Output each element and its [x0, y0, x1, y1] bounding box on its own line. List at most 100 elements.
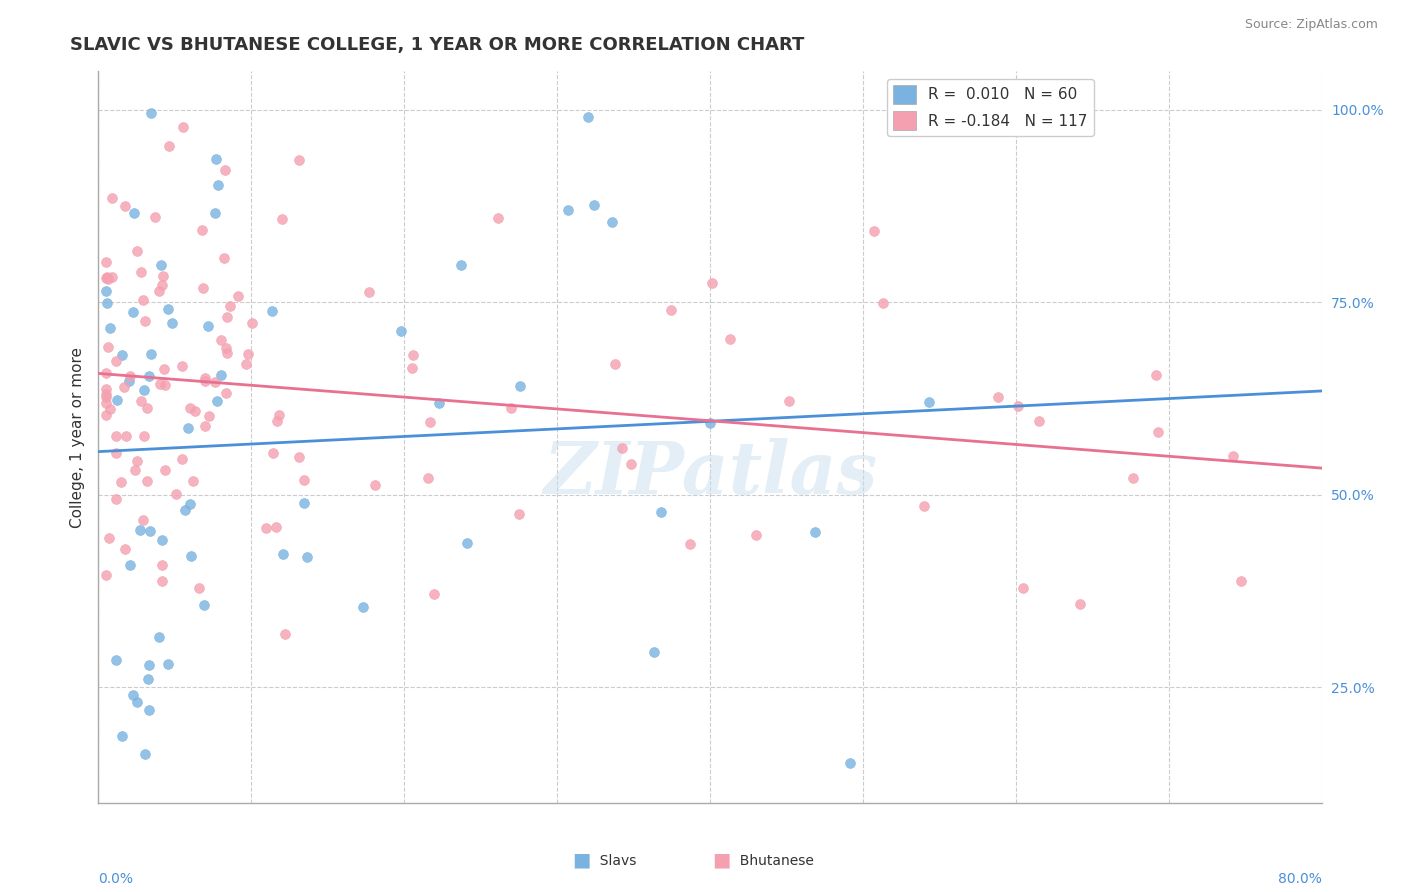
- Point: [148, 285, 170, 299]
- Point: [262, 304, 284, 318]
- Point: [364, 478, 387, 492]
- Text: ■: ■: [713, 850, 731, 869]
- Point: [150, 574, 173, 588]
- Point: [226, 289, 249, 303]
- Point: [143, 210, 166, 224]
- Point: [509, 378, 531, 392]
- Point: [94, 409, 117, 423]
- Point: [177, 421, 200, 435]
- Point: [139, 524, 162, 539]
- Point: [115, 429, 138, 443]
- Point: [217, 346, 239, 360]
- Point: [456, 535, 478, 549]
- Point: [205, 152, 228, 166]
- Point: [114, 542, 136, 557]
- Point: [118, 368, 141, 383]
- Point: [149, 258, 172, 272]
- Point: [240, 316, 263, 330]
- Point: [172, 359, 194, 373]
- Point: [838, 756, 860, 770]
- Point: [152, 362, 174, 376]
- Point: [136, 401, 159, 416]
- Point: [402, 348, 425, 362]
- Point: [416, 471, 439, 485]
- Point: [94, 567, 117, 582]
- Point: [207, 178, 229, 192]
- Point: [205, 394, 228, 409]
- Point: [136, 672, 159, 686]
- Point: [110, 475, 132, 490]
- Point: [125, 454, 148, 468]
- Point: [184, 404, 207, 418]
- Point: [153, 463, 176, 477]
- Point: [97, 340, 120, 354]
- Point: [105, 653, 128, 667]
- Point: [104, 446, 127, 460]
- Point: [718, 332, 741, 346]
- Point: [1122, 471, 1144, 485]
- Point: [401, 361, 423, 376]
- Point: [508, 507, 530, 521]
- Point: [150, 558, 173, 572]
- Point: [141, 347, 163, 361]
- Point: [872, 296, 894, 310]
- Point: [235, 357, 257, 371]
- Point: [610, 441, 633, 455]
- Point: [288, 153, 311, 167]
- Point: [134, 314, 156, 328]
- Point: [120, 558, 142, 572]
- Point: [96, 296, 118, 310]
- Point: [105, 491, 128, 506]
- Point: [94, 390, 117, 404]
- Point: [499, 401, 522, 416]
- Point: [132, 512, 155, 526]
- Point: [94, 382, 117, 396]
- Point: [197, 319, 219, 334]
- Point: [288, 450, 311, 464]
- Point: [427, 396, 450, 410]
- Point: [209, 333, 232, 347]
- Point: [679, 537, 702, 551]
- Point: [217, 310, 239, 324]
- Point: [138, 703, 160, 717]
- Point: [576, 111, 599, 125]
- Text: 0.0%: 0.0%: [98, 872, 134, 886]
- Point: [149, 376, 172, 391]
- Point: [129, 265, 152, 279]
- Point: [266, 414, 288, 428]
- Point: [262, 446, 284, 460]
- Point: [165, 487, 187, 501]
- Point: [150, 533, 173, 547]
- Point: [152, 268, 174, 283]
- Point: [352, 599, 374, 614]
- Point: [94, 271, 117, 285]
- Point: [292, 496, 315, 510]
- Point: [620, 457, 643, 471]
- Point: [98, 321, 121, 335]
- Point: [699, 416, 721, 430]
- Point: [170, 451, 193, 466]
- Point: [987, 390, 1010, 404]
- Point: [138, 369, 160, 384]
- Point: [179, 401, 201, 416]
- Text: 80.0%: 80.0%: [1278, 872, 1322, 886]
- Text: Bhutanese: Bhutanese: [731, 855, 814, 868]
- Point: [174, 502, 197, 516]
- Point: [193, 598, 215, 612]
- Point: [105, 392, 128, 407]
- Point: [1147, 425, 1170, 439]
- Point: [219, 299, 242, 313]
- Point: [104, 354, 127, 368]
- Text: ZIPatlas: ZIPatlas: [543, 438, 877, 509]
- Point: [124, 463, 146, 477]
- Point: [128, 524, 150, 538]
- Point: [121, 304, 143, 318]
- Point: [214, 386, 236, 401]
- Text: Source: ZipAtlas.com: Source: ZipAtlas.com: [1244, 18, 1378, 31]
- Point: [111, 348, 134, 362]
- Point: [94, 396, 117, 410]
- Point: [389, 324, 412, 338]
- Point: [98, 401, 121, 416]
- Point: [1007, 399, 1029, 413]
- Point: [191, 281, 214, 295]
